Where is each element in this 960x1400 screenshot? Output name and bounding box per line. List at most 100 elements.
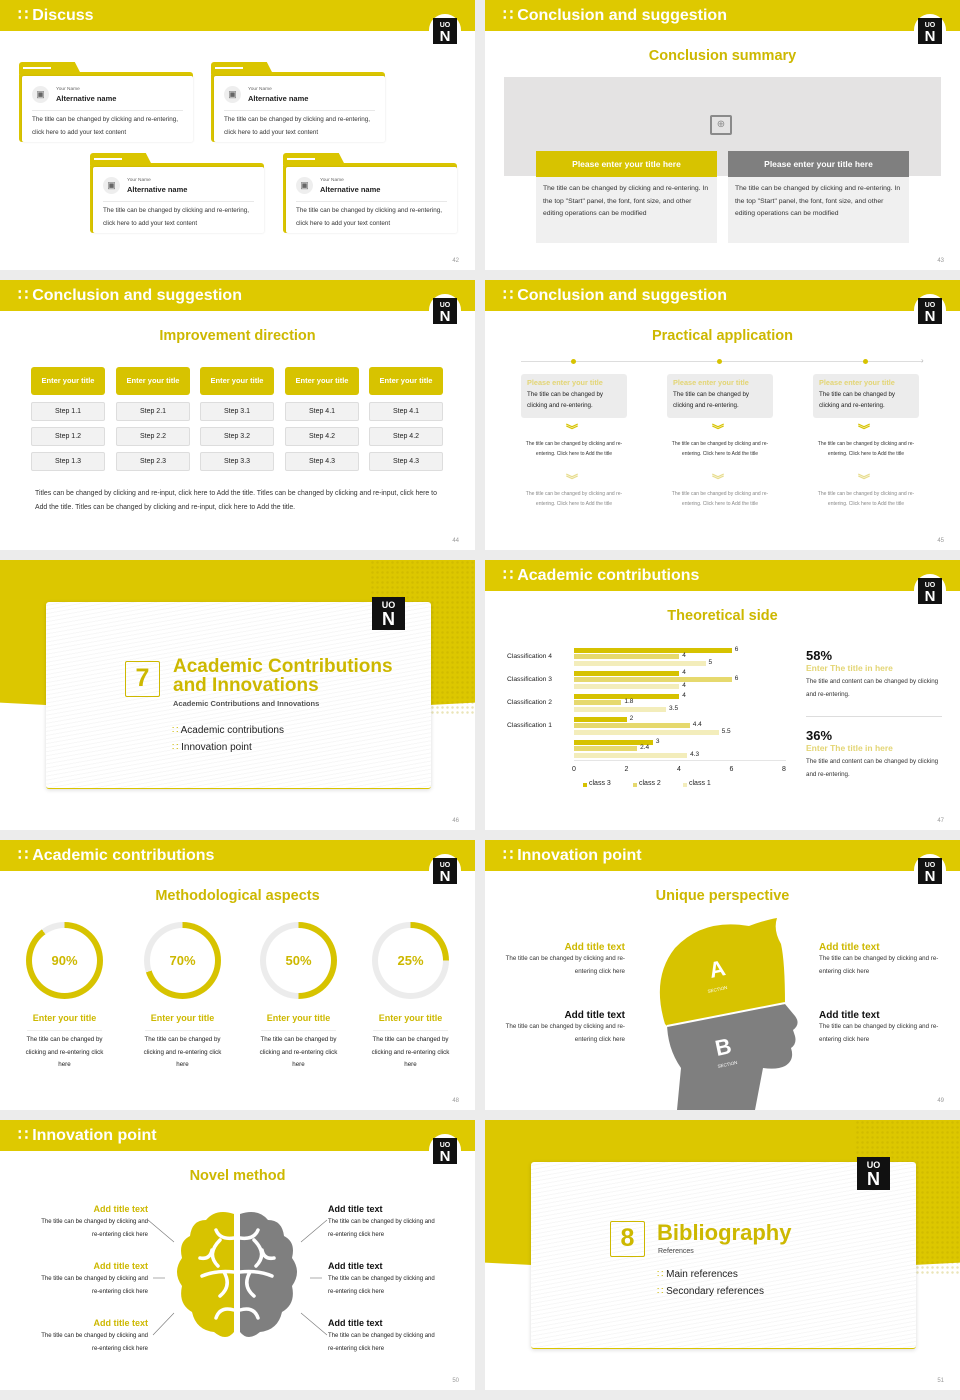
ring-text: The title can be changed by clicking and… (25, 1036, 104, 1068)
bar-value: 4.3 (690, 750, 700, 758)
bar[interactable] (574, 700, 622, 706)
bar[interactable] (574, 648, 732, 653)
folder-card[interactable]: ▣ Your Name Alternative name The title can … (19, 62, 193, 142)
progress-ring: 50% (260, 922, 337, 999)
x-tick: 2 (624, 766, 629, 773)
section-card (46, 602, 431, 789)
step-box[interactable]: Step 1.3 (31, 452, 105, 471)
bar[interactable] (574, 677, 732, 683)
card-text: The title can be changed by clicking and… (32, 116, 178, 136)
item-title: Please enter your title (527, 378, 603, 387)
bar[interactable] (574, 706, 667, 712)
bar[interactable] (574, 683, 680, 689)
item-card[interactable]: Please enter your title The title can be … (521, 374, 627, 418)
uon-logo: UO N (433, 858, 457, 884)
slide-43[interactable]: ∷ Conclusion and suggestion UO N Conclusio… (485, 0, 960, 270)
bar[interactable] (574, 694, 680, 699)
slide-50[interactable]: ∷ Innovation point UO N Novel method Add t… (0, 1120, 475, 1390)
slide-header: ∷ Conclusion and suggestion (485, 280, 960, 311)
bar[interactable] (574, 746, 638, 752)
bar-value: 3 (655, 738, 660, 745)
bullet-item[interactable]: ∷ Secondary references (657, 1286, 764, 1297)
stat-block: 58% Enter The title in here The title an… (806, 648, 946, 701)
slide-49[interactable]: ∷ Innovation point UO N Unique perspective… (485, 840, 960, 1110)
page-number: 50 (452, 1378, 459, 1384)
step-box[interactable]: Step 3.3 (200, 452, 274, 471)
slide-42[interactable]: ∷ Discuss UO N ▣ Your Name Alternative name T… (0, 0, 475, 270)
item-card[interactable]: Please enter your title The title can be … (667, 374, 773, 418)
bar[interactable] (574, 740, 653, 745)
bullet-item[interactable]: ∷ Academic contributions (172, 725, 284, 736)
add-image-icon[interactable]: ⊕ (710, 115, 732, 135)
folder-card[interactable]: ▣ Your Name Alternative name The title can … (283, 153, 457, 233)
block-text: The title can be changed by clicking and… (328, 1219, 435, 1238)
column-title[interactable]: Enter your title (285, 367, 359, 395)
slide-45[interactable]: ∷ Conclusion and suggestion UO N Practical… (485, 280, 960, 550)
card-text: The title can be changed by clicking and… (296, 207, 442, 227)
bar-value: 1.8 (624, 698, 634, 706)
ring-title: Enter your title (32, 1013, 97, 1023)
bar[interactable] (574, 660, 706, 666)
bar-value: 4 (682, 652, 686, 660)
bar[interactable] (574, 717, 627, 722)
slide-48[interactable]: ∷ Academic contributions UO N Methodologic… (0, 840, 475, 1110)
step-text: The title can be changed by clicking and… (671, 441, 769, 457)
column-title[interactable]: Enter your title (116, 367, 190, 395)
bar[interactable] (574, 654, 680, 660)
dots-icon: ∷ (18, 847, 28, 864)
column-title[interactable]: Enter your title (369, 367, 443, 395)
step-box[interactable]: Step 4.1 (369, 402, 443, 421)
slide-46[interactable]: UO N 7 Academic Contributions and Innovati… (0, 560, 475, 830)
bar[interactable] (574, 729, 719, 735)
bullet-item[interactable]: ∷ Main references (657, 1269, 738, 1280)
image-icon: ▣ (32, 86, 49, 103)
progress-ring: 90% (26, 922, 103, 999)
step-box[interactable]: Step 3.2 (200, 427, 274, 446)
step-box[interactable]: Step 4.2 (369, 427, 443, 446)
ring-title: Enter your title (266, 1013, 331, 1023)
card-name: Alternative name (56, 94, 117, 103)
bar[interactable] (574, 723, 690, 729)
step-box[interactable]: Step 2.2 (116, 427, 190, 446)
bullet-item[interactable]: ∷ Innovation point (172, 742, 252, 753)
slide-47[interactable]: ∷ Academic contributions UO N Theoretical … (485, 560, 960, 830)
box-title: Please enter your title here (536, 151, 717, 177)
step-box[interactable]: Step 4.1 (285, 402, 359, 421)
item-text: The title can be changed by clicking and… (673, 391, 750, 409)
folder-card[interactable]: ▣ Your Name Alternative name The title can … (90, 153, 264, 233)
info-box: Please enter your title here The title c… (728, 151, 909, 243)
section-subtitle: References (658, 1248, 694, 1255)
column-title[interactable]: Enter your title (31, 367, 105, 395)
step-box[interactable]: Step 3.1 (200, 402, 274, 421)
x-tick: 8 (782, 766, 786, 773)
folder-card[interactable]: ▣ Your Name Alternative name The title can … (211, 62, 385, 142)
card-name: Alternative name (248, 94, 309, 103)
block-text: The title can be changed by clicking and… (41, 1333, 148, 1352)
column-title[interactable]: Enter your title (200, 367, 274, 395)
step-box[interactable]: Step 4.2 (285, 427, 359, 446)
bar[interactable] (574, 671, 680, 676)
step-box[interactable]: Step 2.3 (116, 452, 190, 471)
bar[interactable] (574, 752, 688, 758)
uon-logo: UO N (433, 298, 457, 324)
slide-header: ∷ Conclusion and suggestion (0, 280, 475, 311)
uon-logo: UO N (433, 18, 457, 44)
item-card[interactable]: Please enter your title The title can be … (813, 374, 919, 418)
card-text: The title can be changed by clicking and… (103, 207, 249, 227)
step-box[interactable]: Step 1.2 (31, 427, 105, 446)
svg-text:SECTION: SECTION (717, 1060, 738, 1069)
brain-icon (177, 1212, 297, 1337)
slide-44[interactable]: ∷ Conclusion and suggestion UO N Improveme… (0, 280, 475, 550)
block-text: The title can be changed by clicking and… (328, 1276, 435, 1295)
section-title: Bibliography (657, 1220, 792, 1245)
slide-header: ∷ Conclusion and suggestion (485, 0, 960, 31)
slide-51[interactable]: UO N 8 Bibliography References ∷ Main ref… (485, 1120, 960, 1390)
stat-title: Enter The title in here (806, 743, 893, 753)
bar-value: 4 (682, 669, 686, 676)
svg-text:A: A (707, 955, 728, 983)
ring-text: The title can be changed by clicking and… (371, 1036, 450, 1068)
step-box[interactable]: Step 1.1 (31, 402, 105, 421)
step-box[interactable]: Step 4.3 (369, 452, 443, 471)
step-box[interactable]: Step 2.1 (116, 402, 190, 421)
step-box[interactable]: Step 4.3 (285, 452, 359, 471)
